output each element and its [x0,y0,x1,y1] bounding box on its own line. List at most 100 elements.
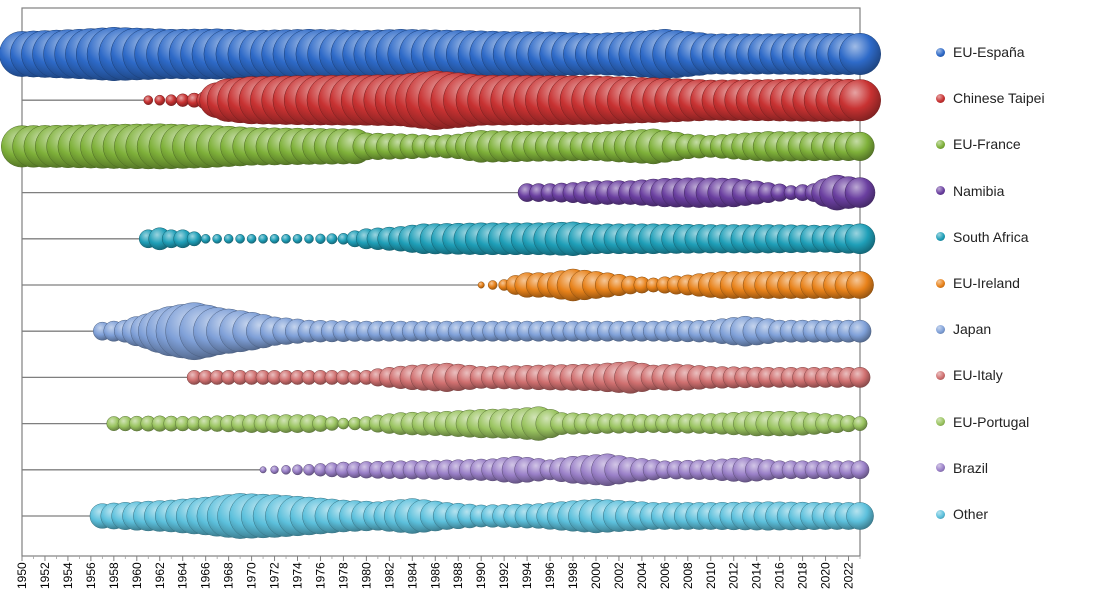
x-tick-label: 1988 [451,562,465,589]
legend-label: Other [953,506,989,522]
series-brazil [22,453,870,487]
x-tick-label: 1960 [130,562,144,589]
x-tick-label: 2018 [796,562,810,589]
x-tick-label: 1974 [291,562,305,589]
x-tick-label: 2020 [819,562,833,589]
x-tick-label: 2008 [681,562,695,589]
x-tick-label: 1962 [153,562,167,589]
series-eu-espa-a [0,26,881,82]
legend-marker-icon [936,417,945,427]
bubble [487,280,498,290]
x-tick-label: 2006 [658,562,672,589]
x-tick-label: 2002 [612,562,626,589]
legend-item: South Africa [936,226,1029,248]
legend-item: EU-Ireland [936,272,1020,294]
series-eu-italy [22,361,871,394]
bubble [212,234,222,244]
legend-marker-icon [936,509,945,519]
bubble [477,281,485,289]
x-tick-label: 1998 [566,562,580,589]
x-tick-label: 1976 [313,562,327,589]
legend-item: Namibia [936,180,1004,202]
bubble [844,177,876,208]
bubble [292,464,303,476]
x-tick-label: 1982 [382,562,396,589]
x-tick-label: 1980 [359,562,373,589]
legend-label: Japan [953,321,992,338]
x-tick-label: 1964 [176,562,190,589]
legend-marker-icon [936,370,945,380]
legend-label: Chinese Taipei [953,90,1045,107]
x-tick-label: 1990 [474,562,488,589]
series-japan [22,302,872,361]
bubble [281,465,291,475]
bubble [270,465,279,474]
bubble [143,95,154,105]
bubble [839,79,881,122]
legend-marker-icon [936,324,945,334]
x-tick-label: 2000 [589,562,603,589]
legend-label: EU-Ireland [953,275,1020,291]
legend-label: EU-España [953,44,1025,60]
bubble [186,231,202,247]
legend-item: EU-France [936,133,1021,155]
x-tick-label: 2014 [750,562,764,589]
bubble [258,234,268,244]
x-tick-label: 1996 [543,562,557,589]
bubble [844,223,876,255]
legend-label: Namibia [953,182,1005,199]
x-tick-label: 2012 [727,562,741,589]
x-tick-label: 1954 [61,562,75,589]
x-tick-label: 1994 [520,562,534,589]
x-tick-label: 1986 [428,562,442,589]
x-tick-label: 1956 [84,562,98,589]
legend-item: Chinese Taipei [936,87,1045,109]
plot-area [0,7,881,557]
x-tick-label: 1978 [336,562,350,589]
x-axis: 1950 1952 1954 1956 1958 1960 1962 1964 1966 1968… [15,556,861,589]
legend-marker-icon [936,278,945,288]
legend-marker-icon [936,93,945,103]
series-other [22,493,874,539]
legend-marker-icon [936,232,945,242]
legend-label: EU-Italy [953,367,1003,384]
bubble [845,131,875,161]
legend-item: EU-Portugal [936,411,1029,433]
series-eu-ireland [22,268,874,302]
legend-marker-icon [936,463,945,473]
bubble [850,460,870,480]
legend-item: EU-Italy [936,364,1003,386]
bubble [849,367,871,388]
bubble [839,33,881,75]
bubble [846,502,874,530]
x-tick-label: 2016 [773,562,787,589]
x-tick-label: 2010 [704,562,718,589]
bubble [246,234,257,244]
bubble [324,416,340,431]
bubble [337,417,350,430]
x-tick-label: 1992 [497,562,511,589]
legend-marker-icon [936,139,945,149]
x-tick-label: 2022 [842,562,856,589]
legend-item: Brazil [936,457,988,479]
x-tick-label: 1952 [38,562,52,589]
legend-label: EU-France [953,136,1021,153]
bubble [304,234,314,244]
x-tick-label: 1958 [107,562,121,589]
bubble [292,234,303,244]
legend-marker-icon [936,47,945,57]
bubble [154,94,166,106]
x-tick-label: 1984 [405,562,419,589]
bubble [315,233,326,244]
series-namibia [22,174,876,211]
bubble [852,416,868,432]
series-chinese-taipei [22,70,881,130]
series-eu-france [1,123,875,170]
bubble [281,234,291,244]
x-tick-label: 1970 [245,562,259,589]
x-tick-label: 1972 [268,562,282,589]
legend-label: Brazil [953,459,989,476]
bubble [223,234,234,244]
bubble [259,466,267,474]
